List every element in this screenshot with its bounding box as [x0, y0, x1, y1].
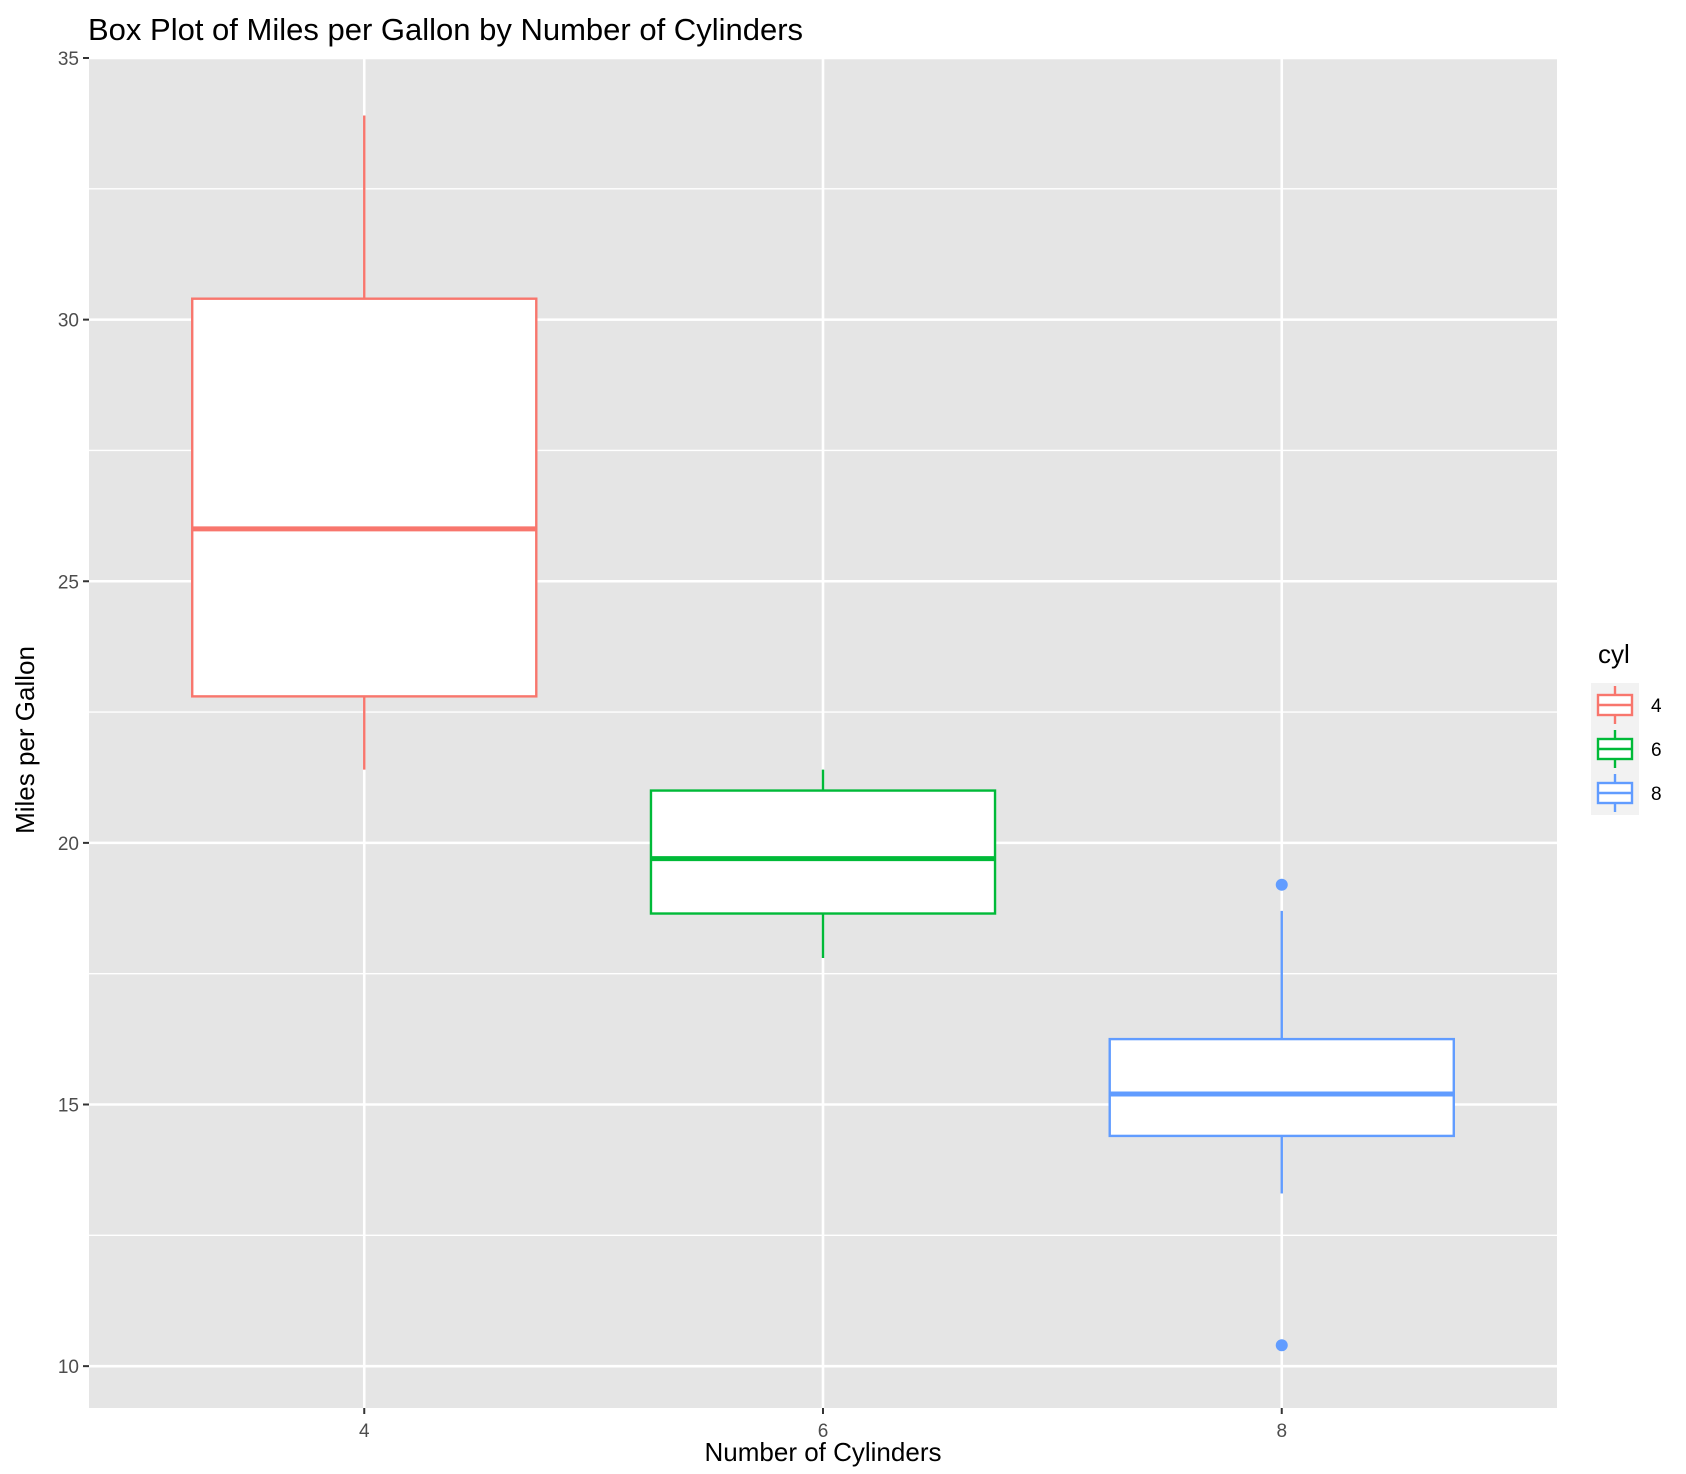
legend-entry-4: 4	[1596, 686, 1662, 724]
y-tick-label: 35	[58, 49, 79, 70]
legend-label: 4	[1651, 696, 1662, 717]
legend-entry-8: 8	[1596, 774, 1662, 812]
x-axis: 4 6 8	[359, 1408, 1287, 1442]
y-tick-label: 20	[58, 834, 79, 855]
box-body	[1108, 1037, 1455, 1138]
legend-entry-6: 6	[1596, 730, 1662, 768]
y-tick-label: 30	[58, 311, 79, 332]
legend-label: 6	[1651, 740, 1662, 761]
y-tick-label: 25	[58, 572, 79, 593]
y-axis-label: Miles per Gallon	[10, 646, 40, 834]
legend-title: cyl	[1598, 639, 1630, 669]
x-tick-label: 8	[1276, 1421, 1287, 1442]
outlier-point	[1275, 878, 1288, 891]
x-tick-label: 4	[359, 1421, 370, 1442]
legend: cyl 4 6 8	[1591, 639, 1662, 815]
box-body	[649, 789, 997, 915]
x-axis-label: Number of Cylinders	[705, 1437, 942, 1467]
box-series-group	[191, 115, 1455, 1352]
y-tick-label: 10	[58, 1357, 79, 1378]
y-tick-label: 15	[58, 1096, 79, 1117]
box-4	[191, 115, 538, 770]
outlier-point	[1275, 1339, 1288, 1352]
y-axis: 10 15 20 25 30 35	[58, 49, 89, 1378]
box-6	[649, 769, 997, 958]
box-body	[191, 297, 538, 698]
box-8	[1108, 878, 1455, 1352]
chart-title: Box Plot of Miles per Gallon by Number o…	[88, 12, 803, 47]
x-tick-label: 6	[818, 1421, 829, 1442]
legend-label: 8	[1651, 784, 1662, 805]
